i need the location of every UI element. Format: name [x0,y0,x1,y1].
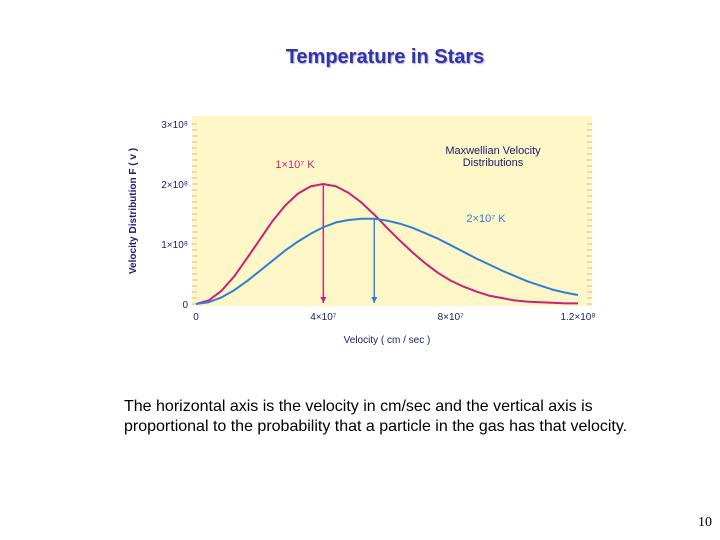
x-tick-label: 1.2×10⁸ [560,312,595,323]
x-axis-label: Velocity ( cm / sec ) [344,335,431,346]
x-tick-label: 4×10⁷ [310,312,337,323]
x-tick-label: 8×10⁷ [438,312,465,323]
series-line-2 [195,217,579,305]
labels-layer: 0 1×10⁸ 2×10⁸ 3×10⁸ 0 4×10⁷ 8×10⁷ 1.2×10⁸ Veloci… [128,120,596,346]
y-tick-label: 1×10⁸ [161,240,188,251]
slide-title: Temperature in Stars [285,46,485,68]
velocity-distribution-chart: 0 1×10⁸ 2×10⁸ 3×10⁸ 0 4×10⁷ 8×10⁷ 1.2×10⁸ Veloci… [118,104,606,350]
page-number: 10 [698,515,712,530]
x-tick-label: 0 [193,312,199,323]
series-layer [195,183,579,305]
peak-marker-arrow-2 [371,297,378,303]
series-label-2: 2×10⁷ K [466,213,506,225]
caption-text: The horizontal axis is the velocity in c… [124,398,628,435]
peak-marker-arrow-1 [320,297,327,303]
plot-background [192,116,592,306]
chart-svg: 0 1×10⁸ 2×10⁸ 3×10⁸ 0 4×10⁷ 8×10⁷ 1.2×10⁸ Veloci… [128,116,596,346]
series-line-1 [195,183,578,305]
axis-ticks [192,123,592,305]
chart-title-line-2: Distributions [463,157,524,169]
y-tick-label: 0 [182,300,188,311]
chart-title-line-1: Maxwellian Velocity [445,145,541,157]
y-axis-label: Velocity Distribution F ( v ) [128,148,139,274]
y-tick-label: 3×10⁸ [161,120,188,131]
series-label-1: 1×10⁷ K [275,159,315,171]
y-tick-label: 2×10⁸ [161,180,188,191]
